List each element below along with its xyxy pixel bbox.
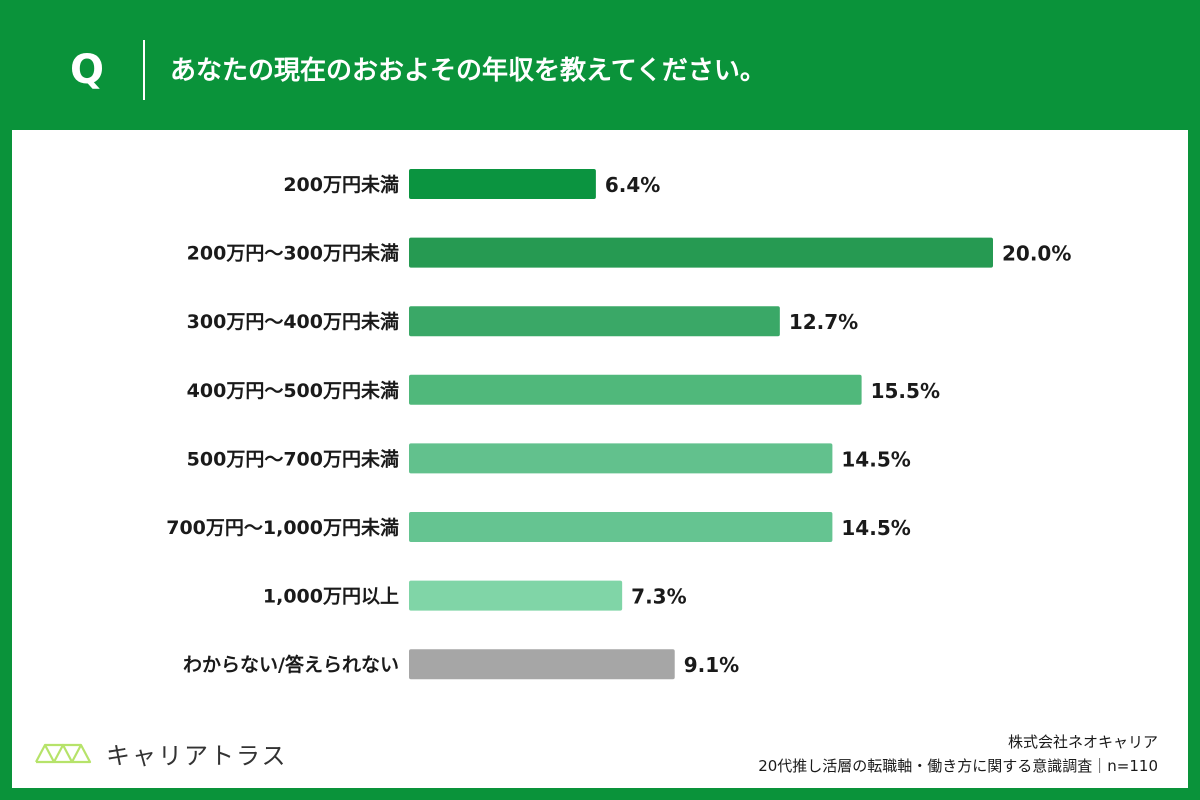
company-name: 株式会社ネオキャリア bbox=[1007, 733, 1158, 751]
value-label: 20.0% bbox=[1002, 242, 1071, 266]
bar bbox=[409, 649, 675, 680]
bar bbox=[409, 374, 862, 405]
category-label: 400万円〜500万円未満 bbox=[187, 379, 399, 402]
value-label: 12.7% bbox=[789, 310, 858, 334]
value-label: 15.5% bbox=[871, 379, 940, 403]
brand-logo: キャリアトラス bbox=[34, 733, 288, 773]
bar bbox=[409, 237, 993, 268]
category-label: 200万円〜300万円未満 bbox=[187, 242, 399, 265]
truss-logo-icon bbox=[35, 743, 92, 764]
bar bbox=[409, 443, 833, 474]
category-label: 300万円〜400万円未満 bbox=[187, 310, 399, 333]
value-label: 7.3% bbox=[631, 585, 686, 609]
category-label: 700万円〜1,000万円未満 bbox=[166, 516, 399, 539]
category-label: 500万円〜700万円未満 bbox=[187, 447, 399, 470]
question-mark: Q bbox=[70, 47, 105, 93]
category-label: 1,000万円以上 bbox=[263, 586, 399, 608]
question-header: Q あなたの現在のおおよその年収を教えてください。 bbox=[0, 0, 1200, 130]
bar bbox=[409, 306, 780, 337]
value-label: 14.5% bbox=[841, 447, 910, 471]
header-divider bbox=[143, 40, 145, 100]
footer-credits: 株式会社ネオキャリア 20代推し活層の転職軸・働き方に関する意識調査｜n=110 bbox=[758, 730, 1158, 778]
value-label: 6.4% bbox=[605, 173, 660, 197]
value-label: 9.1% bbox=[684, 653, 739, 677]
value-label: 14.5% bbox=[841, 516, 910, 540]
chart-panel: 200万円未満 6.4% 200万円〜300万円未満 20.0% 300万円〜400万円… bbox=[12, 130, 1188, 788]
brand-name: キャリアトラス bbox=[106, 741, 288, 770]
bar bbox=[409, 580, 623, 611]
bar bbox=[409, 512, 833, 542]
question-text: あなたの現在のおおよその年収を教えてください。 bbox=[170, 56, 766, 86]
category-label: 200万円未満 bbox=[283, 173, 399, 196]
bar bbox=[409, 169, 596, 199]
category-label: わからない/答えられない bbox=[183, 653, 399, 676]
bar-chart: 200万円未満 6.4% 200万円〜300万円未満 20.0% 300万円〜400万円… bbox=[166, 169, 1071, 680]
survey-info: 20代推し活層の転職軸・働き方に関する意識調査｜n=110 bbox=[758, 757, 1158, 775]
